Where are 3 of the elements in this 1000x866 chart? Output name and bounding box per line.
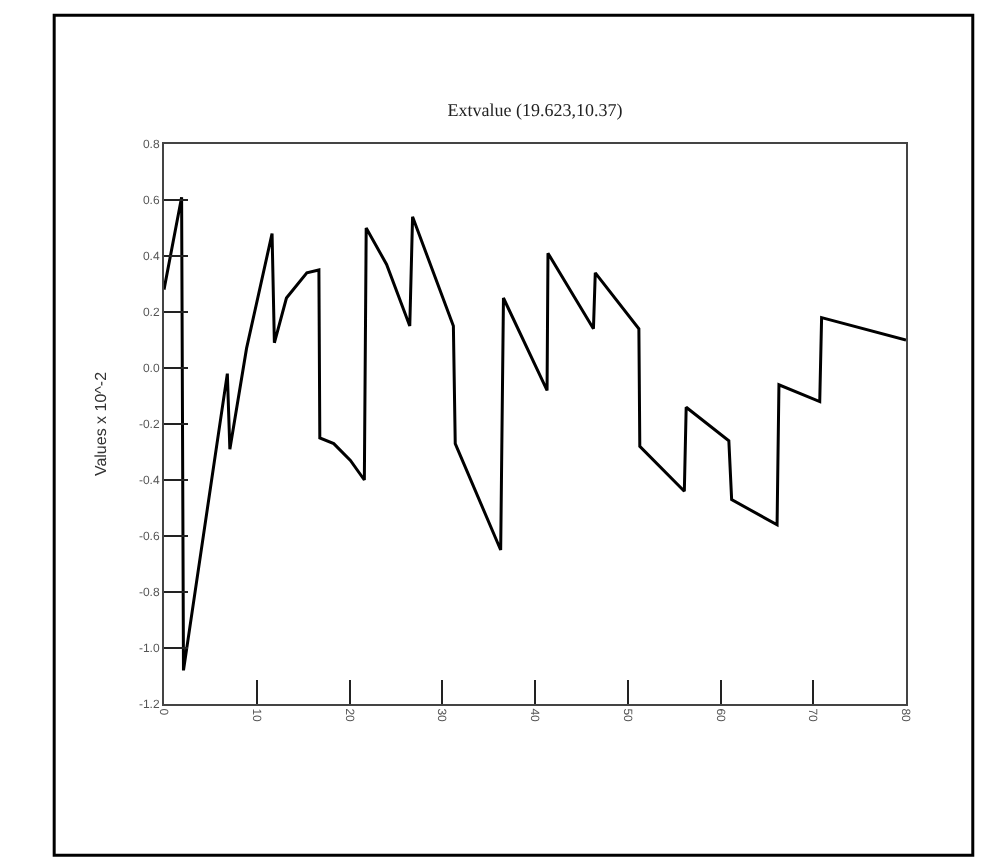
line-series [164, 195, 906, 672]
y-axis-title: Values x 10^-2 [92, 370, 111, 477]
chart-title: Extvalue (19.623,10.37) [447, 100, 623, 120]
